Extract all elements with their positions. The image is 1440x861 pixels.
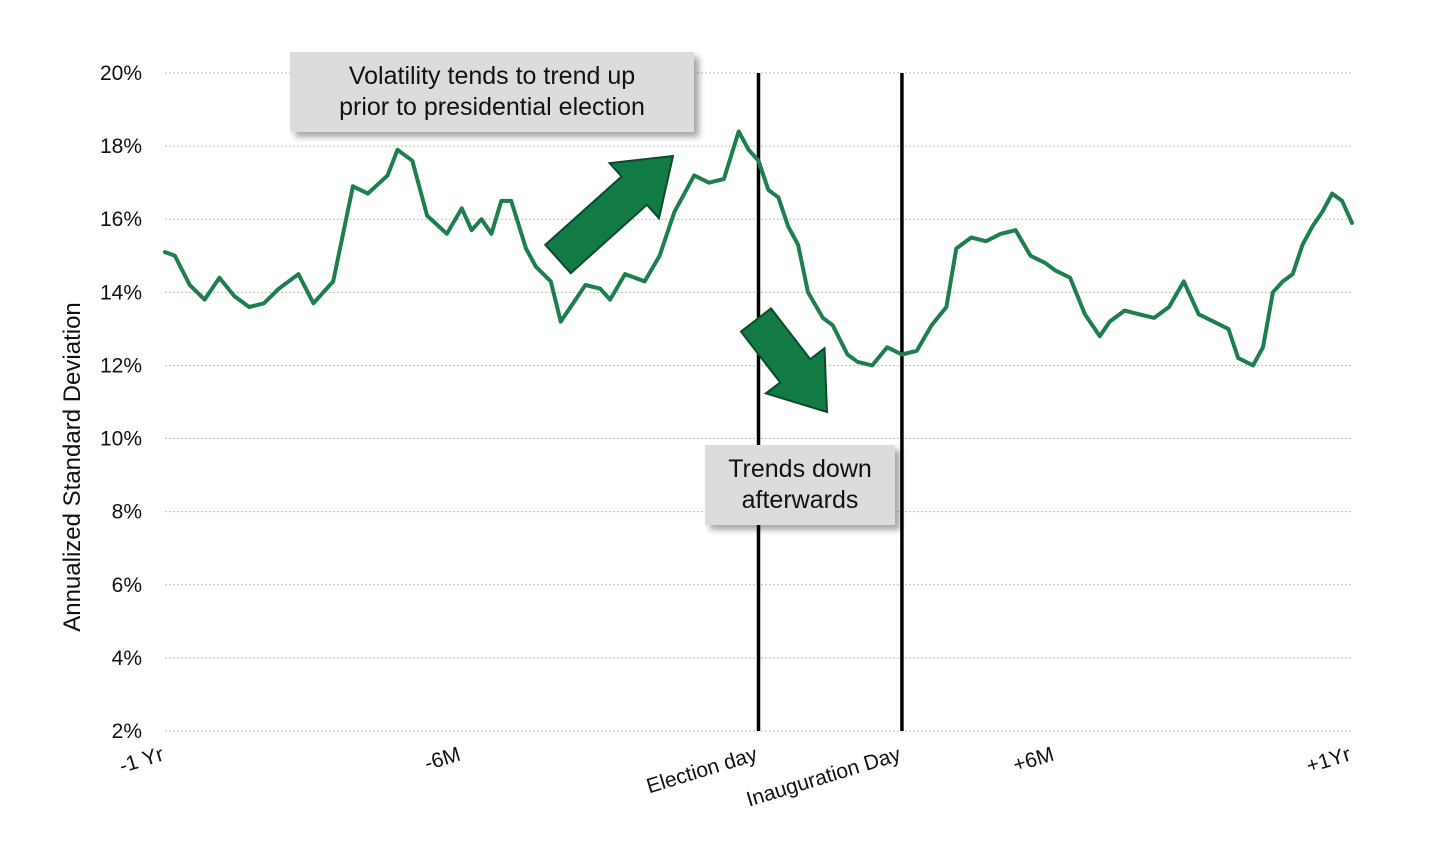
y-tick-label: 4% xyxy=(112,647,142,670)
callout-trend-up: Volatility tends to trend up prior to pr… xyxy=(290,52,694,132)
x-tick-label: -1 Yr xyxy=(117,743,167,778)
y-tick-label: 12% xyxy=(100,354,142,377)
arrow-down-icon xyxy=(739,306,829,414)
series-layer xyxy=(163,129,1354,368)
x-tick-label: Inauguration Day xyxy=(744,743,904,812)
y-tick-label: 8% xyxy=(112,501,142,524)
trend-arrows xyxy=(543,154,829,414)
y-tick-label: 18% xyxy=(100,135,142,158)
x-tick-label: -6M xyxy=(422,743,463,776)
y-tick-label: 2% xyxy=(112,720,142,743)
series-line xyxy=(163,129,1354,368)
y-axis-ticks: 2% 4% 6% 8% 10% 12% 14% 16% 18% 20% xyxy=(100,62,142,743)
y-tick-label: 20% xyxy=(100,62,142,85)
x-tick-label: +6M xyxy=(1010,743,1056,777)
y-axis-label: Annualized Standard Deviation xyxy=(59,302,86,632)
y-tick-label: 6% xyxy=(112,574,142,597)
y-tick-label: 10% xyxy=(100,428,142,451)
x-tick-label: +1Yr xyxy=(1304,743,1354,778)
y-tick-label: 16% xyxy=(100,208,142,231)
event-markers xyxy=(756,73,904,731)
arrow-up-icon xyxy=(543,154,675,275)
callout-trend-down: Trends down afterwards xyxy=(705,445,895,525)
y-tick-label: 14% xyxy=(100,281,142,304)
